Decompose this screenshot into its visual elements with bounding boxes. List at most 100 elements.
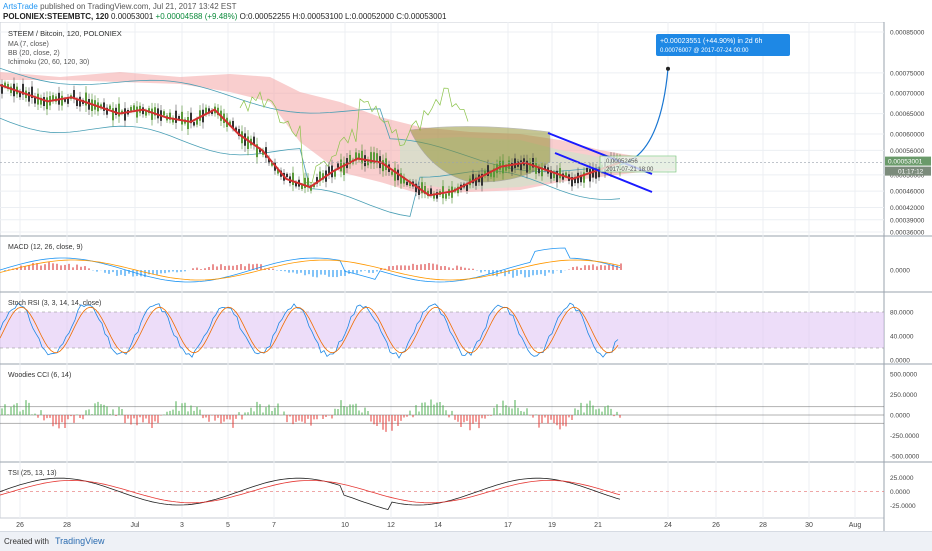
macd-histogram-bar: [212, 264, 214, 270]
macd-histogram-bar: [244, 266, 246, 270]
macd-histogram-bar: [88, 268, 90, 270]
macd-histogram-bar: [132, 270, 134, 277]
x-axis-tick-label: 3: [180, 522, 184, 529]
macd-histogram-bar: [64, 265, 66, 270]
macd-histogram-bar: [180, 270, 182, 272]
macd-histogram-bar: [292, 270, 294, 272]
macd-histogram-bar: [228, 266, 230, 270]
x-axis-tick-label: 17: [504, 522, 512, 529]
cci-axis-tick: -500.0000: [890, 454, 920, 461]
macd-histogram-bar: [572, 267, 574, 270]
macd-histogram-bar: [584, 265, 586, 270]
price-axis-tick: 0.00075000: [890, 70, 925, 77]
candle-body: [199, 110, 201, 120]
price-axis-tick: 0.00085000: [890, 30, 925, 37]
macd-histogram-bar: [60, 265, 62, 270]
countdown-badge-text: 01:17:12: [898, 169, 924, 176]
macd-histogram-bar: [404, 265, 406, 270]
x-axis-tick-label: 12: [387, 522, 395, 529]
tsi-axis-tick: -25.0000: [890, 503, 916, 510]
x-axis-tick-label: 10: [341, 522, 349, 529]
x-axis-tick-label: 14: [434, 522, 442, 529]
candle-body: [112, 108, 114, 120]
candle-body: [490, 173, 492, 177]
stoch-axis-tick: 40.0000: [890, 334, 914, 341]
macd-histogram-bar: [548, 270, 550, 273]
price-axis-tick: 0.00046000: [890, 189, 925, 196]
macd-histogram-bar: [588, 265, 590, 270]
macd-pane-title: MACD (12, 26, close, 9): [8, 244, 83, 251]
stoch-axis-tick: 80.0000: [890, 310, 914, 317]
candle-body: [79, 97, 81, 107]
tsi-line: [0, 478, 620, 509]
candle-body: [340, 160, 342, 172]
candle-body: [187, 117, 189, 129]
candle-body: [361, 151, 363, 164]
macd-axis-tick: 0.0000: [890, 268, 910, 275]
macd-histogram-bar: [68, 264, 70, 270]
macd-histogram-bar: [220, 264, 222, 270]
x-axis-tick-label: Jul: [131, 522, 140, 529]
macd-histogram-bar: [432, 264, 434, 270]
candle-body: [181, 112, 183, 125]
macd-histogram-bar: [340, 270, 342, 276]
macd-histogram-bar: [540, 270, 542, 274]
candle-body: [559, 168, 561, 178]
macd-histogram-bar: [396, 265, 398, 270]
last-price: 0.00053001: [111, 12, 153, 21]
candle-body: [247, 136, 249, 149]
price-pane-title: STEEM / Bitcoin, 120, POLONIEX: [8, 29, 122, 38]
price-axis-tick: 0.00056000: [890, 148, 925, 155]
candle-body: [292, 173, 294, 185]
macd-histogram-bar: [272, 269, 274, 270]
macd-histogram-bar: [276, 270, 278, 271]
macd-histogram-bar: [232, 266, 234, 270]
candle-body: [157, 108, 159, 118]
macd-histogram-bar: [496, 270, 498, 276]
macd-histogram-bar: [236, 265, 238, 270]
macd-histogram-bar: [248, 264, 250, 270]
macd-histogram-bar: [372, 270, 374, 273]
macd-histogram-bar: [524, 270, 526, 277]
macd-histogram-bar: [112, 270, 114, 272]
macd-histogram-bar: [284, 270, 286, 271]
macd-histogram-bar: [448, 267, 450, 270]
x-axis-tick-label: 26: [712, 522, 720, 529]
macd-histogram-bar: [172, 270, 174, 271]
candle-body: [109, 106, 111, 109]
cci-axis-tick: 250.0000: [890, 392, 917, 399]
macd-histogram-bar: [600, 265, 602, 270]
macd-histogram-bar: [204, 268, 206, 270]
macd-histogram-bar: [416, 265, 418, 270]
candle-body: [586, 168, 588, 172]
macd-histogram-bar: [280, 270, 282, 271]
candle-body: [520, 160, 522, 170]
macd-histogram-bar: [460, 267, 462, 270]
macd-histogram-bar: [308, 270, 310, 274]
cci-axis-tick: -250.0000: [890, 433, 920, 440]
change-value: +0.00004588 (+9.48%): [156, 12, 238, 21]
macd-histogram-bar: [304, 270, 306, 275]
last-price-badge-text: 0.00053001: [888, 159, 923, 166]
price-axis-tick: 0.00065000: [890, 111, 925, 118]
macd-histogram-bar: [48, 262, 50, 270]
candle-body: [334, 171, 336, 177]
stoch-band: [0, 312, 884, 348]
author-link[interactable]: ArtsTrade: [3, 2, 38, 11]
candle-body: [391, 171, 393, 174]
macd-histogram-bar: [320, 270, 322, 275]
macd-histogram-bar: [184, 270, 186, 271]
ma-indicator-label: MA (7, close): [8, 41, 49, 48]
bb-indicator-label: BB (20, close, 2): [8, 50, 60, 57]
tradingview-logo[interactable]: TradingView: [55, 536, 105, 546]
macd-histogram-bar: [360, 270, 362, 272]
stoch-axis-tick: 0.0000: [890, 358, 910, 365]
macd-histogram-bar: [288, 270, 290, 273]
macd-line: [0, 248, 620, 282]
macd-histogram-bar: [44, 264, 46, 270]
x-axis-tick-label: 30: [805, 522, 813, 529]
macd-histogram-bar: [468, 268, 470, 270]
x-axis-tick-label: 28: [63, 522, 71, 529]
candle-body: [406, 182, 408, 185]
